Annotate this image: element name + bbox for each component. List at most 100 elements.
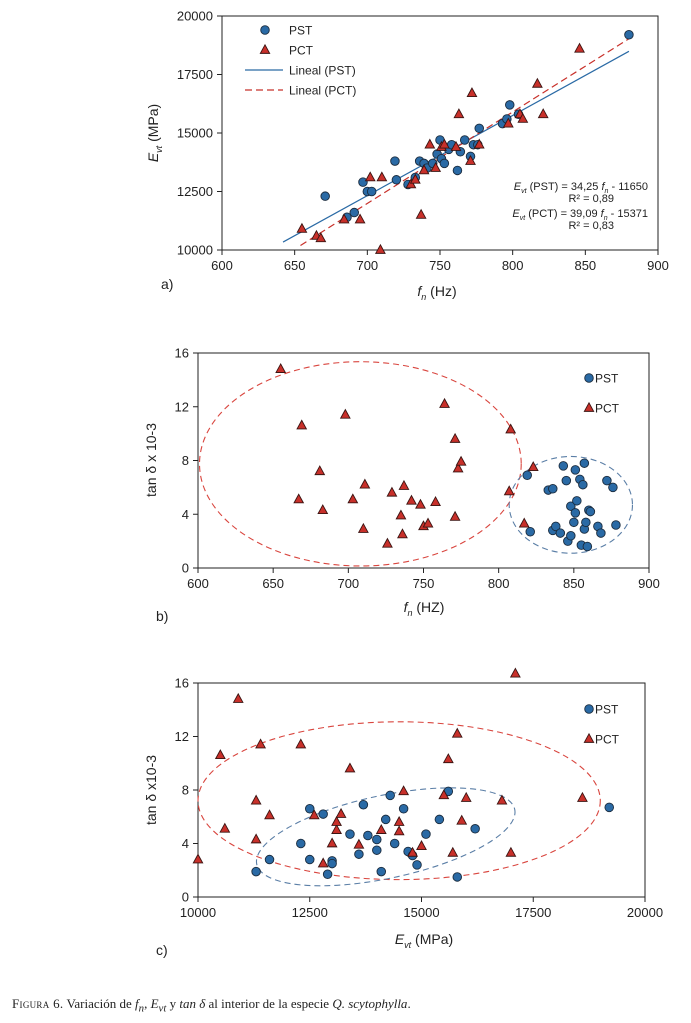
x-tick-label: 750: [429, 258, 451, 273]
legend-label: PCT: [595, 402, 620, 416]
caption-sep: y: [166, 996, 180, 1011]
data-point-pst: [548, 483, 558, 494]
data-point-pct: [449, 432, 461, 443]
data-point-pst: [264, 854, 275, 865]
data-point-pct: [296, 419, 308, 430]
data-point-pst: [608, 482, 618, 493]
data-point-pct: [331, 823, 343, 834]
x-tick-label: 900: [638, 576, 660, 591]
data-point-pst: [582, 541, 593, 552]
legend-label: PST: [289, 24, 313, 38]
x-tick-label: 12500: [292, 905, 328, 920]
x-tick-label: 650: [262, 576, 284, 591]
data-point-pct: [418, 164, 430, 175]
data-point-pct: [275, 362, 287, 373]
x-tick-label: 10000: [180, 905, 216, 920]
data-point-pct: [452, 462, 464, 473]
data-point-pst: [624, 29, 634, 40]
data-point-pct: [250, 833, 262, 844]
legend-marker: [583, 732, 595, 743]
data-point-pst: [570, 465, 581, 475]
data-point-pct: [326, 837, 338, 848]
data-point-pst: [412, 860, 422, 870]
data-point-pst: [376, 866, 387, 877]
caption-text: Variación de: [63, 996, 136, 1011]
data-point-pct: [442, 753, 454, 764]
data-point-pst: [434, 814, 445, 825]
data-point-pct: [451, 727, 463, 738]
data-point-pst: [505, 100, 515, 110]
data-point-pst: [561, 475, 572, 486]
x-tick-label: 850: [563, 576, 585, 591]
y-tick-label: 17500: [177, 67, 213, 82]
data-point-pct: [430, 496, 441, 506]
caption-fn: f: [135, 996, 139, 1011]
y-tick-label: 4: [182, 507, 189, 522]
data-point-pct: [296, 222, 308, 233]
series-pst: [251, 786, 614, 882]
legend-marker: [260, 25, 270, 35]
data-point-pst: [380, 814, 391, 825]
data-point-pst: [354, 849, 364, 859]
x-tick-label: 800: [488, 576, 510, 591]
data-point-pct: [374, 243, 386, 254]
data-point-pst: [578, 479, 588, 490]
data-point-pst: [572, 496, 582, 506]
data-point-pst: [322, 869, 333, 880]
data-point-pct: [531, 77, 543, 88]
data-point-pct: [460, 791, 472, 802]
legend: PST PCT Lineal (PST) Lineal (PCT): [245, 24, 356, 98]
data-point-pct: [527, 461, 539, 472]
data-point-pst: [579, 458, 590, 468]
data-point-pct: [438, 789, 450, 800]
data-point-pst: [551, 521, 561, 532]
y-tick-label: 12500: [177, 184, 213, 199]
data-point-pct: [505, 423, 517, 434]
data-point-pct: [381, 537, 393, 548]
x-tick-label: 15000: [403, 905, 439, 920]
data-point-pst: [305, 854, 315, 865]
caption-fn-sub: n: [138, 1002, 145, 1015]
data-point-pst: [349, 207, 360, 218]
legend-label: PCT: [289, 44, 314, 58]
data-point-pst: [602, 475, 612, 486]
legend: PST PCT: [583, 372, 620, 416]
y-tick-label: 0: [182, 561, 189, 576]
y-tick-label: 8: [182, 783, 189, 798]
y-tick-label: 12: [175, 729, 189, 744]
equation-line: Evt (PST) = 34,25 fn - 11650: [514, 181, 648, 195]
data-point-pct: [335, 807, 347, 818]
y-tick-label: 16: [175, 676, 189, 691]
data-point-pct: [232, 692, 244, 703]
ellipse-pst: [255, 787, 516, 887]
figure-caption: Figura 6. Variación de fn, Evt y tan δ a…: [12, 996, 682, 1015]
data-point-pst: [558, 461, 569, 471]
data-point-pct: [422, 517, 434, 528]
legend-marker: [584, 704, 594, 714]
data-point-pct: [407, 846, 418, 857]
y-tick-label: 15000: [177, 126, 213, 141]
data-point-pct: [376, 171, 388, 182]
data-point-pct: [357, 522, 369, 533]
data-point-pst: [555, 528, 566, 538]
data-point-pct: [438, 138, 450, 149]
data-point-pct: [447, 846, 459, 857]
data-point-pct: [517, 112, 529, 123]
data-point-pct: [314, 465, 326, 476]
y-axis-label: tan δ x 10-3: [143, 423, 159, 497]
data-point-pst: [372, 834, 382, 845]
data-point-pst: [389, 838, 400, 849]
caption-end: .: [407, 996, 411, 1011]
data-point-pst: [439, 158, 450, 169]
data-point-pct: [353, 838, 365, 849]
caption-text: al interior de la especie: [205, 996, 333, 1011]
data-point-pct: [439, 397, 450, 408]
data-point-pct: [509, 667, 521, 678]
data-point-pct: [465, 154, 476, 165]
data-point-pct: [453, 108, 465, 119]
data-point-pct: [455, 455, 467, 466]
data-point-pst: [474, 123, 484, 134]
data-point-pst: [611, 520, 621, 530]
data-point-pst: [470, 824, 480, 834]
x-tick-label: 800: [502, 258, 524, 273]
